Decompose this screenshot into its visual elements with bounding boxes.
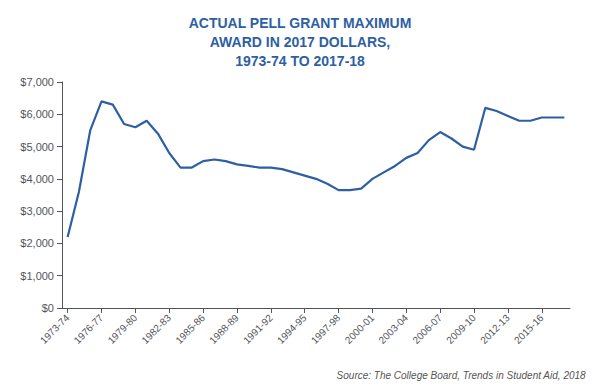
svg-text:ACTUAL PELL GRANT MAXIMUM: ACTUAL PELL GRANT MAXIMUM (189, 15, 412, 31)
svg-text:$7,000: $7,000 (20, 76, 54, 88)
svg-text:1988-89: 1988-89 (207, 312, 241, 346)
svg-text:$3,000: $3,000 (20, 205, 54, 217)
svg-text:2009-10: 2009-10 (444, 312, 478, 346)
svg-text:1979-80: 1979-80 (106, 312, 140, 346)
svg-text:1997-98: 1997-98 (309, 312, 343, 346)
svg-text:Source: The College Board, Tre: Source: The College Board, Trends in Stu… (337, 370, 586, 381)
svg-text:1976-77: 1976-77 (72, 312, 106, 346)
svg-text:2012-13: 2012-13 (478, 312, 512, 346)
svg-text:1973-74: 1973-74 (38, 312, 72, 346)
svg-text:$6,000: $6,000 (20, 108, 54, 120)
svg-text:1985-86: 1985-86 (173, 312, 207, 346)
svg-text:1973-74 TO 2017-18: 1973-74 TO 2017-18 (235, 53, 365, 69)
svg-text:$4,000: $4,000 (20, 173, 54, 185)
svg-text:$5,000: $5,000 (20, 141, 54, 153)
svg-text:1982-83: 1982-83 (139, 312, 173, 346)
svg-text:2015-16: 2015-16 (512, 312, 546, 346)
svg-text:2006-07: 2006-07 (410, 312, 444, 346)
svg-text:$0: $0 (42, 302, 54, 314)
svg-text:AWARD IN 2017 DOLLARS,: AWARD IN 2017 DOLLARS, (210, 34, 390, 50)
svg-text:2003-04: 2003-04 (377, 312, 411, 346)
svg-text:1991-92: 1991-92 (241, 312, 275, 346)
svg-text:$1,000: $1,000 (20, 270, 54, 282)
svg-text:1994-95: 1994-95 (275, 312, 309, 346)
svg-text:2000-01: 2000-01 (343, 312, 377, 346)
svg-text:$2,000: $2,000 (20, 237, 54, 249)
